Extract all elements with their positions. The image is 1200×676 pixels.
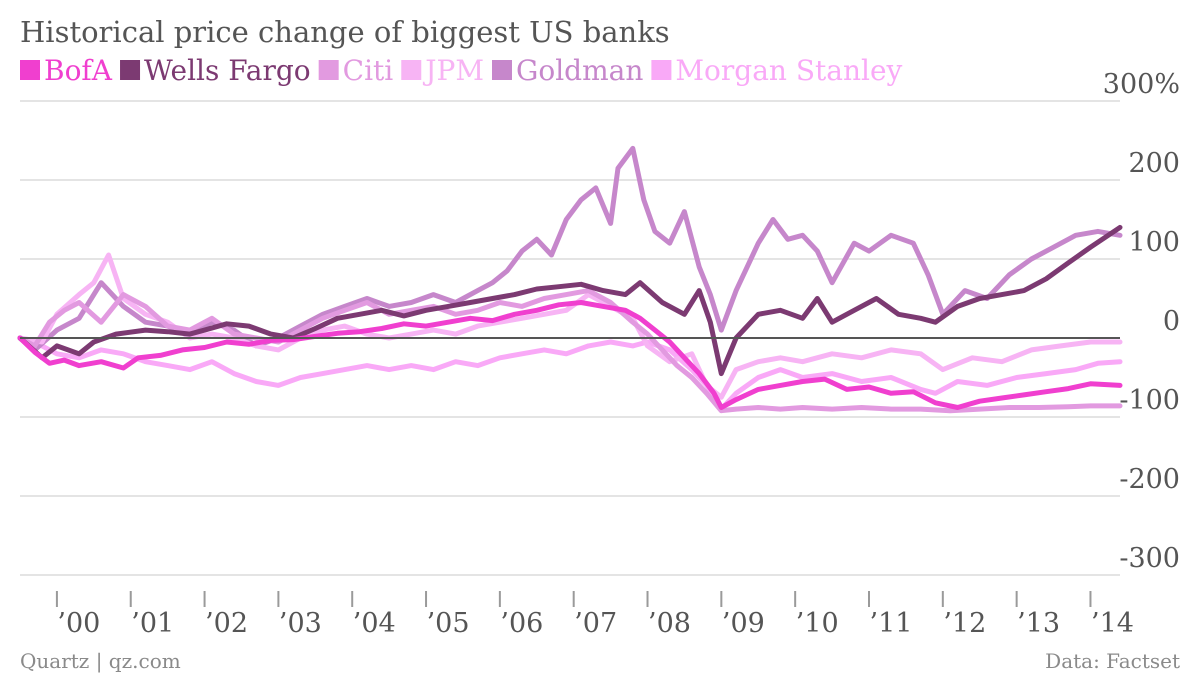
x-tick-label: ’00 [57,608,100,639]
legend: BofA Wells Fargo Citi JPM Goldman Morgan Stan… [20,54,903,87]
x-tick-label: ’07 [574,608,617,639]
y-tick-label: -100 [1119,385,1180,416]
legend-swatch [318,60,339,80]
series-line-jpm [17,252,1123,400]
x-tick-label: ’06 [500,608,543,639]
chart-title: Historical price change of biggest US ba… [20,15,670,49]
x-tick-label: ’04 [353,608,396,639]
series-layer [17,145,1123,414]
y-tick-label: 100 [1128,227,1180,258]
legend-swatch [120,60,141,80]
y-tick-label: 300% [1103,69,1180,100]
x-tick-label: ’05 [427,608,470,639]
x-tick-label: ’02 [205,608,248,639]
x-tick-label: ’03 [279,608,322,639]
series-line-goldman [17,145,1123,353]
legend-swatch [20,60,40,80]
legend-swatch [401,60,422,80]
credit-label: Quartz | qz.com [20,649,181,674]
x-tick-label: ’01 [131,608,174,639]
legend-label: Wells Fargo [144,54,311,87]
legend-swatch [492,60,512,80]
series-line-morgan-stanley [17,335,1123,412]
y-tick-label: -200 [1119,464,1180,495]
legend-label: Citi [343,54,394,87]
legend-swatch [651,60,672,80]
y-tick-label: -300 [1119,543,1180,574]
series-line-citi [17,288,1123,414]
legend-label: BofA [44,54,113,87]
x-tick-label: ’14 [1091,608,1134,639]
y-axis: 300% 200 100 0 -100 -200 -300 [1103,69,1180,574]
x-tick-label: ’13 [1017,608,1060,639]
series-line-wells-fargo [17,224,1123,377]
legend-label: Morgan Stanley [675,54,902,87]
source-label: Data: Factset [1045,649,1180,673]
legend-label: JPM [422,54,484,87]
x-tick-label: ’08 [648,608,691,639]
grid-lines [20,100,1120,576]
series-line-bofa [17,300,1123,410]
y-tick-label: 0 [1163,306,1180,337]
y-tick-label: 200 [1128,148,1180,179]
x-tick-label: ’10 [796,608,839,639]
x-tick-label: ’09 [722,608,765,639]
x-tick-label: ’11 [870,608,913,639]
x-tick-label: ’12 [943,608,986,639]
legend-label: Goldman [516,54,643,87]
x-axis: ’00 ’01 ’02 ’03 ’04 ’05 ’06 ’07 ’08 ’09 ’10 ’11 ’12 ’… [55,591,1134,639]
